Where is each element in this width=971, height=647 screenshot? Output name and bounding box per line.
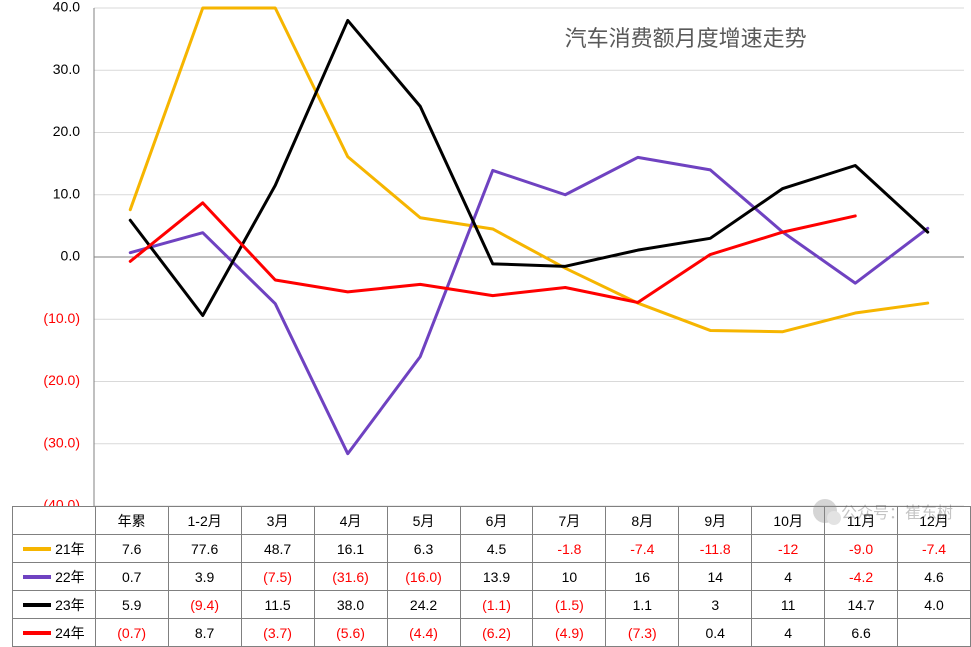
table-cell: (6.2) <box>460 619 533 647</box>
table-cell: 16.1 <box>314 535 387 563</box>
table-cell: 77.6 <box>168 535 241 563</box>
table-col-header: 8月 <box>606 507 679 535</box>
table-corner <box>13 507 96 535</box>
y-tick-label: 30.0 <box>53 61 80 77</box>
table-cell: 4.5 <box>460 535 533 563</box>
chart-container: 40.030.020.010.00.0(10.0)(20.0)(30.0)(40… <box>0 0 971 643</box>
table-col-header: 年累 <box>95 507 168 535</box>
table-cell: (7.5) <box>241 563 314 591</box>
table-cell: 4.6 <box>898 563 971 591</box>
series-line <box>130 20 928 315</box>
table-cell: (1.5) <box>533 591 606 619</box>
table-cell: -4.2 <box>825 563 898 591</box>
table-row: 22年0.73.9(7.5)(31.6)(16.0)13.91016144-4.… <box>13 563 971 591</box>
y-tick-label: (10.0) <box>43 310 80 326</box>
table-cell: 4 <box>752 619 825 647</box>
table-cell: -12 <box>752 535 825 563</box>
table-col-header: 3月 <box>241 507 314 535</box>
table-cell: -1.8 <box>533 535 606 563</box>
series-line <box>130 8 928 332</box>
table-cell: 8.7 <box>168 619 241 647</box>
data-table: 年累1-2月3月4月5月6月7月8月9月10月11月12月21年7.677.64… <box>12 506 971 647</box>
y-tick-label: 0.0 <box>61 248 81 264</box>
table-cell: 10 <box>533 563 606 591</box>
table-cell: 38.0 <box>314 591 387 619</box>
table-cell: (4.4) <box>387 619 460 647</box>
table-cell: -9.0 <box>825 535 898 563</box>
table-cell: (0.7) <box>95 619 168 647</box>
table-cell: (7.3) <box>606 619 679 647</box>
table-cell: (9.4) <box>168 591 241 619</box>
table-cell: -7.4 <box>898 535 971 563</box>
table-cell: 3.9 <box>168 563 241 591</box>
table-cell: 0.7 <box>95 563 168 591</box>
table-cell: 13.9 <box>460 563 533 591</box>
table-cell: -11.8 <box>679 535 752 563</box>
table-row: 23年5.9(9.4)11.538.024.2(1.1)(1.5)1.13111… <box>13 591 971 619</box>
table-cell: 1.1 <box>606 591 679 619</box>
table-cell: 48.7 <box>241 535 314 563</box>
table-col-header: 6月 <box>460 507 533 535</box>
table-cell: (16.0) <box>387 563 460 591</box>
table-cell: 14.7 <box>825 591 898 619</box>
table-cell: (31.6) <box>314 563 387 591</box>
y-tick-label: (30.0) <box>43 434 80 450</box>
table-col-header: 11月 <box>825 507 898 535</box>
y-tick-label: 40.0 <box>53 0 80 15</box>
legend-cell: 24年 <box>13 619 96 647</box>
table-cell: 5.9 <box>95 591 168 619</box>
table-col-header: 5月 <box>387 507 460 535</box>
legend-cell: 23年 <box>13 591 96 619</box>
table-cell: 6.6 <box>825 619 898 647</box>
table-cell: 11 <box>752 591 825 619</box>
table-cell <box>898 619 971 647</box>
table-cell: 6.3 <box>387 535 460 563</box>
table-col-header: 4月 <box>314 507 387 535</box>
chart-title: 汽车消费额月度增速走势 <box>565 26 807 51</box>
table-cell: 0.4 <box>679 619 752 647</box>
table-cell: 4.0 <box>898 591 971 619</box>
table-cell: 7.6 <box>95 535 168 563</box>
legend-cell: 21年 <box>13 535 96 563</box>
table-cell: (1.1) <box>460 591 533 619</box>
table-cell: -7.4 <box>606 535 679 563</box>
table-cell: (3.7) <box>241 619 314 647</box>
table-header-row: 年累1-2月3月4月5月6月7月8月9月10月11月12月 <box>13 507 971 535</box>
table-col-header: 1-2月 <box>168 507 241 535</box>
y-tick-label: 10.0 <box>53 185 80 201</box>
y-tick-label: 20.0 <box>53 123 80 139</box>
table-cell: 16 <box>606 563 679 591</box>
table-col-header: 12月 <box>898 507 971 535</box>
legend-cell: 22年 <box>13 563 96 591</box>
table-cell: 4 <box>752 563 825 591</box>
table-cell: (4.9) <box>533 619 606 647</box>
table-row: 21年7.677.648.716.16.34.5-1.8-7.4-11.8-12… <box>13 535 971 563</box>
table-cell: 14 <box>679 563 752 591</box>
table-cell: 3 <box>679 591 752 619</box>
table-col-header: 10月 <box>752 507 825 535</box>
y-tick-label: (20.0) <box>43 372 80 388</box>
table-cell: (5.6) <box>314 619 387 647</box>
table-row: 24年(0.7)8.7(3.7)(5.6)(4.4)(6.2)(4.9)(7.3… <box>13 619 971 647</box>
series-line <box>130 157 928 453</box>
table-col-header: 9月 <box>679 507 752 535</box>
table-col-header: 7月 <box>533 507 606 535</box>
table-cell: 11.5 <box>241 591 314 619</box>
table-cell: 24.2 <box>387 591 460 619</box>
